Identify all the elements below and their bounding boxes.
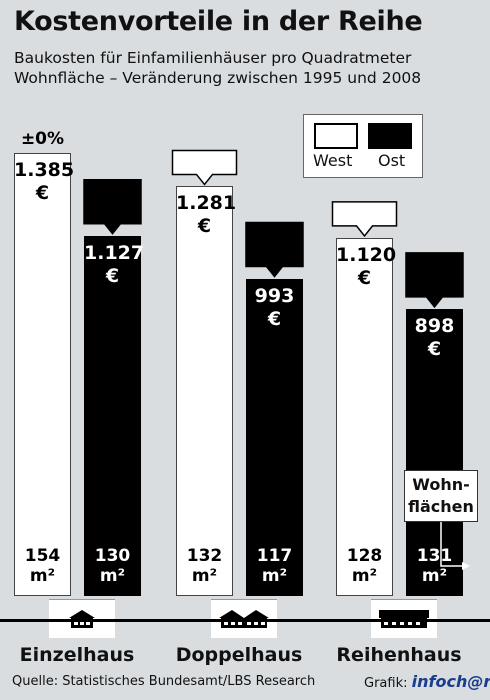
legend-label-west: West <box>313 151 353 170</box>
doppelhaus-icon <box>211 599 277 638</box>
area-label-ost-einzelhaus: 130 m² <box>94 546 131 586</box>
area-label-west-doppelhaus: 132 m² <box>186 546 223 586</box>
value-label-ost-reihenhaus: 898 € <box>414 314 455 360</box>
legend-swatch-ost <box>368 123 412 149</box>
area-label-ost-reihenhaus: 131 m² <box>416 546 453 586</box>
einzelhaus-icon <box>49 599 115 638</box>
bar-ost-einzelhaus <box>84 235 141 596</box>
callout-pointer <box>440 522 462 567</box>
bar-west-einzelhaus <box>14 153 71 596</box>
legend-label-ost: Ost <box>378 151 406 170</box>
value-label-ost-doppelhaus: 993 € <box>254 284 295 330</box>
area-label-west-einzelhaus: 154 m² <box>24 546 61 586</box>
area-label-west-reihenhaus: 128 m² <box>346 546 383 586</box>
bar-ost-reihenhaus <box>406 308 463 596</box>
category-label-doppelhaus: Doppelhaus <box>175 644 303 666</box>
chart-title: Kostenvorteile in der Reihe <box>14 6 423 37</box>
reihenhaus-icon-glyph <box>379 610 429 628</box>
change-pointer-ost-einzelhaus <box>83 178 142 235</box>
einzelhaus-icon-glyph <box>69 610 95 628</box>
wohnflaechen-callout: Wohn- flächen <box>404 470 478 522</box>
credit-label: Grafik: <box>364 676 408 691</box>
change-pointer-ost-reihenhaus <box>405 252 464 309</box>
chart-subtitle: Baukosten für Einfamilienhäuser pro Quad… <box>14 49 422 87</box>
reihenhaus-icon <box>371 599 437 638</box>
area-label-ost-doppelhaus: 117 m² <box>256 546 293 586</box>
value-label-west-einzelhaus: 1.385 € <box>14 159 75 205</box>
source-note: Quelle: Statistisches Bundesamt/LBS Rese… <box>12 674 316 689</box>
infochart-logo: infoch@rt. <box>411 672 490 691</box>
value-label-ost-einzelhaus: 1.127 € <box>84 241 145 287</box>
change-pointer-west-doppelhaus <box>171 149 238 186</box>
ground-line <box>0 619 490 622</box>
bar-west-doppelhaus <box>176 186 233 596</box>
category-label-einzelhaus: Einzelhaus <box>19 644 135 666</box>
change-label-west-einzelhaus: ±0% <box>20 129 65 150</box>
change-pointer-west-reihenhaus <box>331 201 398 238</box>
doppelhaus-icon-glyph <box>219 610 269 628</box>
value-label-west-reihenhaus: 1.120 € <box>336 243 397 289</box>
value-label-west-doppelhaus: 1.281 € <box>176 192 237 238</box>
bar-west-reihenhaus <box>336 237 393 596</box>
callout-arrowhead <box>462 562 470 570</box>
bar-ost-doppelhaus <box>246 278 303 596</box>
credit: Grafik: infoch@rt. <box>364 672 490 691</box>
legend: West Ost <box>303 114 423 178</box>
legend-swatch-west <box>314 123 358 149</box>
callout-text: Wohn- flächen <box>408 475 474 516</box>
change-pointer-ost-doppelhaus <box>245 221 304 278</box>
category-label-reihenhaus: Reihenhaus <box>336 644 462 666</box>
